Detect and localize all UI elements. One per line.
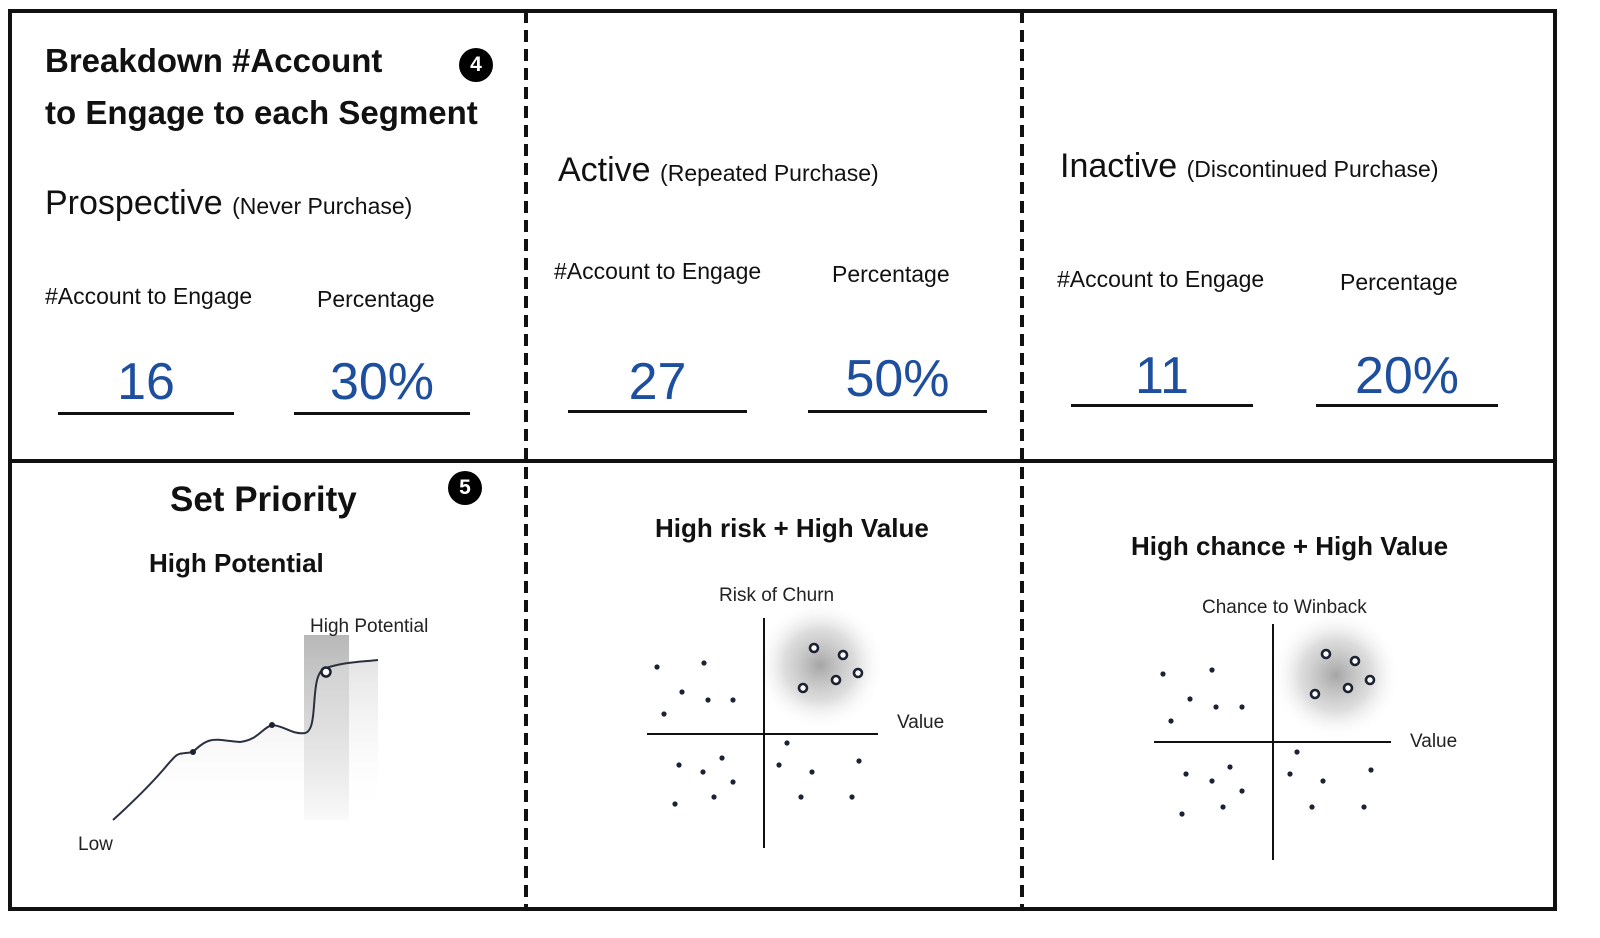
percentage-underline: [1316, 404, 1498, 407]
breakdown-title-line1: Breakdown #Account: [45, 42, 383, 79]
scatter-dots: [1160, 667, 1374, 817]
value-axis-label: Value: [1410, 731, 1458, 752]
accounts-label: #Account to Engage: [45, 283, 253, 309]
segment-name: Inactive: [1060, 147, 1178, 185]
accounts-value: 11: [1135, 347, 1189, 405]
percentage-label: Percentage: [317, 286, 435, 312]
segment-title-inactive: Inactive (Discontinued Purchase): [1060, 147, 1438, 186]
curve-peak-label: High Potential: [310, 616, 429, 637]
curve-point: [269, 722, 275, 728]
percentage-underline: [808, 410, 987, 413]
segment-qualifier: (Discontinued Purchase): [1186, 156, 1439, 182]
curve-peak-marker: [320, 666, 332, 678]
percentage-value: 50%: [845, 350, 950, 408]
high-potential-heading: High Potential: [149, 548, 324, 578]
scatter-dots: [654, 660, 862, 807]
set-priority-title: Set Priority: [170, 480, 357, 519]
percentage-label: Percentage: [1340, 269, 1458, 295]
highlight-glow: [1271, 610, 1401, 740]
accounts-underline: [1071, 404, 1253, 407]
curve-area: [113, 660, 378, 820]
value-axis-label: Value: [897, 712, 945, 733]
segment-qualifier: (Never Purchase): [232, 193, 413, 219]
high-risk-heading: High risk + High Value: [655, 513, 929, 543]
highlighted-points: [797, 642, 864, 694]
risk-axis-label: Risk of Churn: [719, 585, 835, 606]
breakdown-title-line2: to Engage to each Segment: [45, 94, 478, 131]
segment-qualifier: (Repeated Purchase): [660, 160, 879, 186]
accounts-value: 16: [117, 353, 175, 411]
percentage-value: 20%: [1354, 347, 1460, 405]
curve-low-label: Low: [78, 834, 113, 855]
accounts-value: 27: [628, 353, 687, 411]
percentage-value: 30%: [329, 353, 435, 411]
segment-name: Active: [558, 151, 651, 189]
segment-title-active: Active (Repeated Purchase): [558, 151, 879, 190]
percentage-label: Percentage: [832, 261, 950, 287]
high-chance-heading: High chance + High Value: [1131, 531, 1449, 561]
step-badge-4: 4: [459, 48, 493, 82]
accounts-label: #Account to Engage: [554, 258, 762, 284]
segment-name: Prospective: [45, 184, 223, 222]
step-badge-5: 5: [448, 471, 482, 505]
curve-point: [190, 749, 196, 755]
highlight-glow: [755, 600, 885, 730]
breakdown-title: Breakdown #Account to Engage to each Seg…: [45, 35, 478, 139]
accounts-underline: [568, 410, 747, 413]
percentage-underline: [294, 412, 470, 415]
segment-title-prospective: Prospective (Never Purchase): [45, 184, 412, 223]
accounts-underline: [58, 412, 234, 415]
accounts-label: #Account to Engage: [1057, 266, 1265, 292]
highlighted-points: [1309, 648, 1376, 700]
